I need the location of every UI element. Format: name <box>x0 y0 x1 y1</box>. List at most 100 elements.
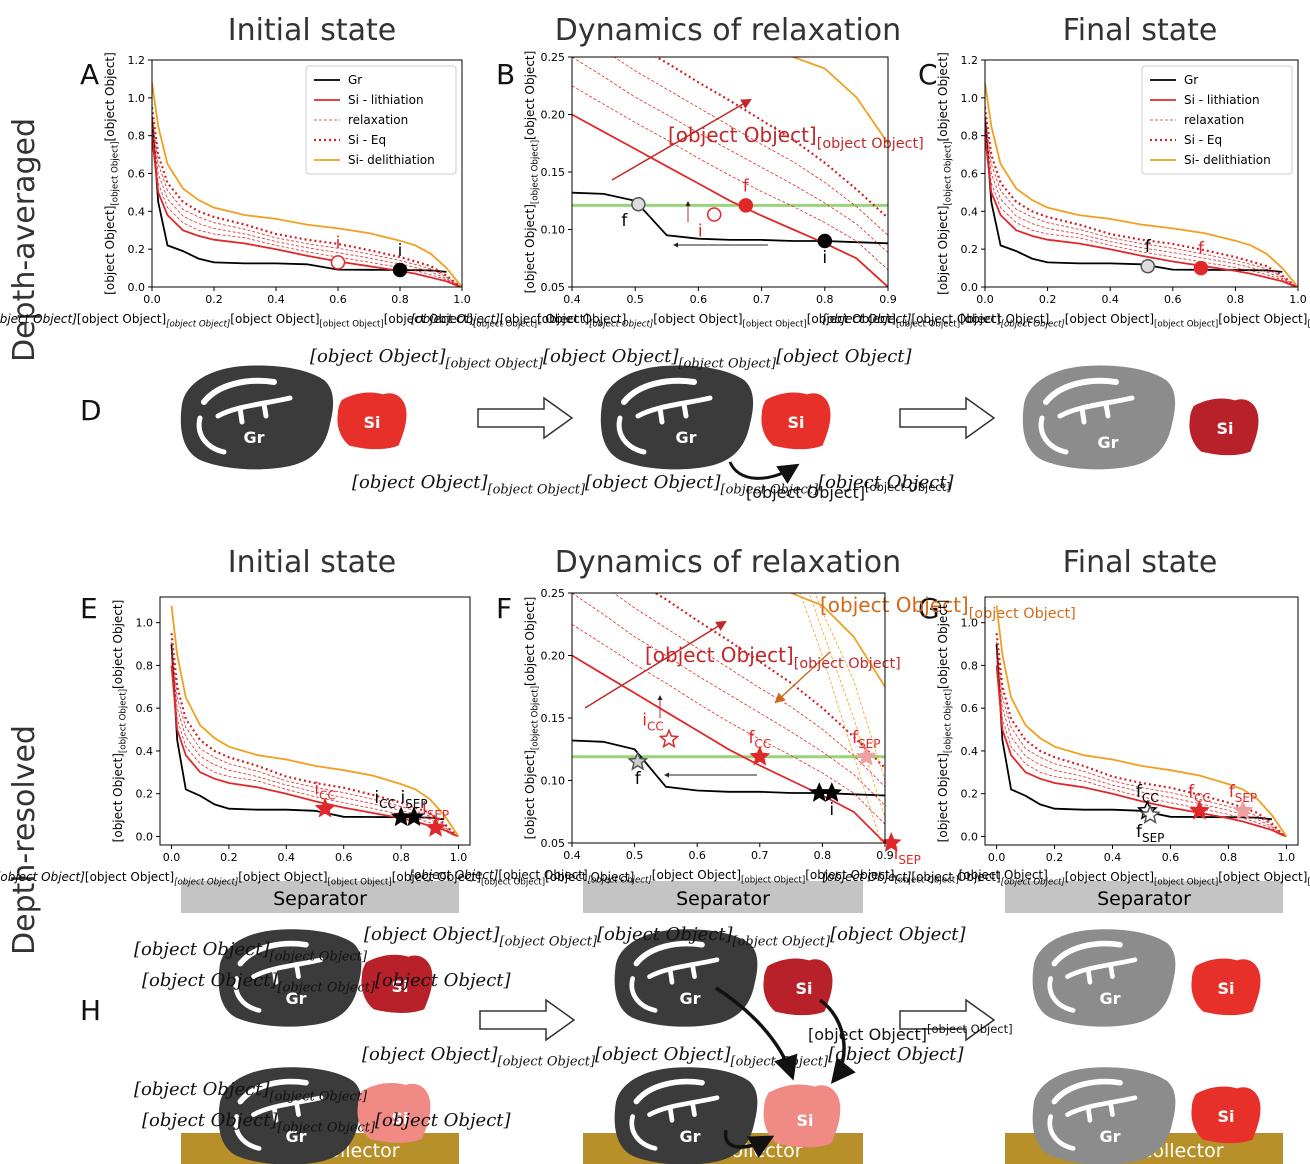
y-tick-label: 1.0 <box>961 92 979 105</box>
annotation-arrow <box>774 651 831 704</box>
plot-area <box>572 57 888 287</box>
column-title: Dynamics of relaxation <box>555 13 901 48</box>
point-label-main: i <box>894 844 899 864</box>
text-part: [object Object] <box>500 312 589 326</box>
text-part: [object Object] <box>1001 878 1065 888</box>
star-marker <box>749 745 771 766</box>
text-part: [object Object] <box>500 934 598 949</box>
text-part: [object Object] <box>543 346 679 367</box>
legend-label: Si- delithiation <box>348 153 435 167</box>
text-part: [object Object] <box>0 312 77 326</box>
text-part: [object Object] <box>959 868 1048 882</box>
text-part: [object Object] <box>1065 870 1154 884</box>
x-tick-label: 0.4 <box>563 849 581 862</box>
x-axis-label: [object Object][object Object][object Ob… <box>0 870 634 888</box>
point-label: f <box>1145 237 1152 257</box>
text-part: [object Object] <box>960 312 1049 326</box>
series-line <box>985 82 1298 287</box>
chart: 0.0 0.2 0.4 0.6 0.8 1.00.00.20.40.60.81.0[obj… <box>822 596 1310 888</box>
panel-letter: F <box>496 592 512 625</box>
x-axis-label: [object Object] [object Object] [object Ob… <box>411 312 1050 330</box>
point-label-sub: CC <box>319 789 336 803</box>
y-axis-label: [object Object][object Object][object Ob… <box>936 52 954 295</box>
text-part: [object Object] <box>174 878 238 888</box>
text-part: [object Object] <box>679 356 777 371</box>
x-tick-label: 0.7 <box>753 293 771 306</box>
star-marker <box>627 750 649 771</box>
chart: 0.4 0.5 0.6 0.7 0.8 0.90.050.100.150.200.25[o… <box>409 587 1076 886</box>
x-tick-label: 0.2 <box>220 851 238 864</box>
series-line <box>791 57 888 144</box>
text-part: [object Object] <box>653 312 742 326</box>
point-label-main: f <box>852 728 859 748</box>
separator-label: Separator <box>273 888 367 910</box>
chart: 0.0 0.2 0.4 0.6 0.8 1.0 0.0 0.2 0.4 0.6 0.8 1.0 1.2 [… <box>0 52 626 329</box>
gr-label: Gr <box>285 1127 306 1146</box>
ion-label: [object Object][object Object] <box>808 1022 1013 1044</box>
text-part: [object Object] <box>384 312 473 326</box>
x-axis-label: [object Object] [object Object] [object Ob… <box>0 312 626 330</box>
panel-letter: E <box>80 592 98 625</box>
mu-label: [object Object][object Object][object Ob… <box>142 1110 512 1135</box>
series-line <box>995 605 1288 837</box>
text-part: [object Object] <box>597 924 733 945</box>
y-tick-label: 1.0 <box>136 617 154 630</box>
y-axis-label: [object Object][object Object][object Ob… <box>936 600 954 843</box>
text-part: [object Object] <box>498 1054 596 1069</box>
text-part: [object Object] <box>805 868 894 882</box>
y-tick-label: 0.4 <box>128 205 146 218</box>
x-tick-label: 0.4 <box>1104 851 1122 864</box>
x-tick-label: 0.8 <box>1227 293 1245 306</box>
point-label-sub: CC <box>1194 791 1211 805</box>
point-label: i <box>698 222 703 242</box>
x-tick-label: 0.8 <box>1220 851 1238 864</box>
text-part: [object Object] <box>894 876 958 886</box>
text-part: [object Object] <box>588 876 652 886</box>
point-label-main: i <box>642 710 647 730</box>
text-part: [object Object] <box>776 346 912 367</box>
graphite-particle <box>1033 929 1176 1026</box>
circle-marker <box>1140 258 1156 274</box>
y-tick-label: 0.20 <box>541 109 566 122</box>
text-part: [object Object] <box>731 1054 829 1069</box>
series-line <box>996 649 1287 837</box>
x-tick-label: 0.5 <box>626 849 644 862</box>
x-tick-label: 0.4 <box>1101 293 1119 306</box>
point-label: iSEP <box>400 788 427 811</box>
circle-marker <box>738 198 754 213</box>
graphite-particle <box>615 1067 758 1164</box>
text-part: [object Object] <box>936 753 950 842</box>
x-tick-label: 1.0 <box>450 851 468 864</box>
y-tick-label: 0.6 <box>961 702 979 715</box>
series-line <box>995 665 1287 838</box>
panel-letter: C <box>918 58 938 91</box>
annotation-arrow <box>584 620 727 709</box>
series-line <box>789 593 885 688</box>
mu-label: [object Object][object Object][object Ob… <box>364 924 967 949</box>
x-tick-label: 0.2 <box>205 293 223 306</box>
point-label: i <box>829 800 834 820</box>
separator-label: Separator <box>1097 888 1191 910</box>
plot-area <box>572 593 885 843</box>
series-line <box>814 593 885 781</box>
plot-frame <box>151 59 463 288</box>
text-part: [object Object] <box>865 480 951 494</box>
graphite-particle <box>1023 366 1175 470</box>
y-tick-label: 0.20 <box>541 650 566 663</box>
text-part: [object Object] <box>362 1044 498 1065</box>
plot-frame <box>159 596 471 846</box>
text-part: [object Object] <box>1065 312 1154 326</box>
y-tick-label: 0.6 <box>128 168 146 181</box>
x-tick-label: 0.2 <box>1046 851 1064 864</box>
circle-marker <box>392 262 408 278</box>
x-tick-label: 0.0 <box>976 293 994 306</box>
panel-letter: A <box>80 58 99 91</box>
series-line <box>613 593 885 788</box>
text-part: [object Object] <box>278 1120 376 1135</box>
point-label-sub: CC <box>647 719 664 733</box>
row-label: Depth-averaged <box>7 118 42 362</box>
circle-marker <box>706 207 722 222</box>
text-part: [object Object] <box>134 1079 270 1100</box>
text-part: [object Object] <box>481 878 545 888</box>
text-part: [object Object] <box>498 868 587 882</box>
